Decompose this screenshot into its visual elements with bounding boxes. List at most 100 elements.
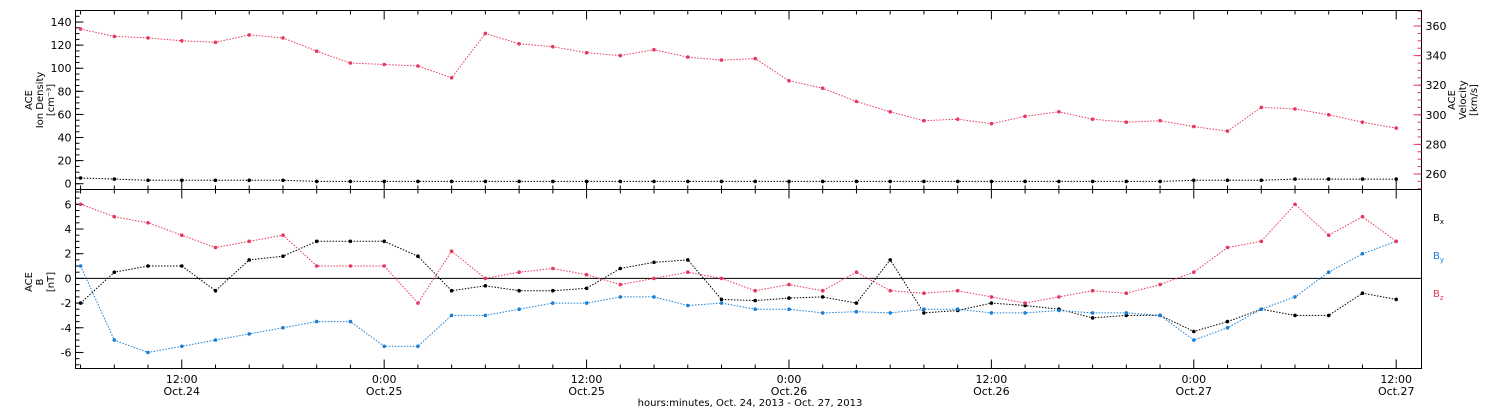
by-point — [1225, 326, 1230, 330]
legend-bx-main: B — [1433, 213, 1440, 224]
velocity-point — [1158, 118, 1162, 123]
x-tick-time-label: 12:00 — [976, 373, 1008, 386]
velocity-point — [686, 55, 690, 59]
ion-density-point — [652, 179, 656, 184]
magnetic-field-axis-tick-label: 2 — [65, 248, 72, 261]
ion-density-point — [1360, 177, 1365, 181]
by-point — [989, 311, 994, 315]
bz-point — [551, 266, 555, 271]
bz-point — [1023, 301, 1027, 305]
velocity-point — [551, 44, 555, 49]
bz-point — [719, 276, 724, 281]
ion-density-point — [1394, 177, 1398, 181]
by-point — [112, 338, 117, 342]
velocity-point — [78, 27, 83, 31]
velocity-point — [1360, 120, 1365, 124]
x-tick-time-label: 12:00 — [1380, 373, 1412, 386]
bx-point — [146, 264, 150, 268]
velocity-point — [989, 121, 994, 126]
velocity-axis-title: ACE Velocity [km/s] — [1447, 80, 1480, 119]
bz-point — [652, 276, 656, 281]
velocity-point — [314, 49, 319, 53]
velocity-axis-title-line-1: ACE — [1447, 90, 1458, 110]
velocity-point — [955, 117, 960, 121]
velocity-point — [1057, 110, 1061, 114]
velocity-point — [1293, 107, 1297, 111]
velocity-point — [1225, 129, 1230, 133]
bz-point — [146, 221, 150, 225]
by-point — [314, 319, 319, 324]
by-point — [416, 344, 420, 349]
velocity-point — [1326, 113, 1331, 117]
by-point — [247, 332, 251, 336]
bz-point — [517, 270, 521, 275]
velocity-point — [483, 31, 488, 36]
bz-point — [753, 288, 757, 293]
ion-density-point — [146, 178, 150, 183]
ion-density-point — [989, 179, 994, 184]
magnetic-field-axis-tick-label: -4 — [61, 322, 72, 335]
bx-point — [348, 239, 353, 244]
velocity-point — [922, 118, 926, 123]
ion-density-point — [348, 179, 353, 184]
by-point — [652, 295, 656, 299]
bz-point — [1225, 245, 1230, 250]
bx-point — [517, 288, 521, 293]
density-velocity-series — [78, 27, 1398, 184]
by-point — [146, 350, 150, 355]
ion-density-point — [686, 179, 690, 184]
velocity-point — [618, 53, 623, 58]
ion-density-point — [584, 179, 589, 184]
bx-point — [922, 311, 926, 315]
bx-point — [449, 288, 454, 293]
by-point — [787, 307, 791, 312]
bx-point — [281, 254, 285, 258]
bz-point — [348, 264, 353, 268]
velocity-point — [112, 34, 117, 39]
bz-point — [1259, 239, 1264, 244]
bz-point — [1090, 288, 1095, 293]
velocity-axis-title-line-3: [km/s] — [1469, 84, 1480, 116]
velocity-point — [180, 39, 184, 43]
bx-point — [1192, 329, 1196, 334]
bz-point — [686, 270, 690, 275]
legend: Bx By Bz — [1433, 213, 1444, 302]
bx-point — [1090, 316, 1095, 320]
by-point — [551, 301, 555, 305]
by-point — [348, 319, 353, 324]
ion-density-point — [618, 179, 623, 184]
velocity-point — [449, 76, 454, 80]
ion-density-point — [551, 179, 555, 184]
bz-point — [820, 288, 825, 293]
ion-density-point — [888, 179, 892, 184]
by-point — [1360, 251, 1365, 256]
ion-density-point — [1158, 179, 1162, 184]
velocity-point — [348, 61, 353, 65]
magnetic-field-axis-tick-label: -6 — [61, 346, 72, 359]
legend-by-sub: y — [1440, 256, 1444, 264]
by-point — [1192, 338, 1196, 342]
by-point — [888, 311, 892, 315]
bz-point — [314, 264, 319, 268]
ion-density-point — [1124, 179, 1129, 184]
bz-point — [1360, 214, 1365, 219]
density-axis-tick-label: 80 — [58, 85, 72, 98]
by-point — [78, 264, 83, 268]
x-tick-day-label: Oct.25 — [568, 385, 605, 398]
ion-density-point — [1090, 179, 1095, 184]
bx-point — [213, 288, 218, 293]
x-tick-time-label: 12:00 — [166, 373, 198, 386]
by-point — [1326, 270, 1331, 275]
velocity-point — [1124, 120, 1129, 124]
velocity-point — [1023, 114, 1027, 119]
ion-density-point — [1057, 179, 1061, 184]
density-axis-tick-label: 40 — [58, 132, 72, 145]
bz-point — [213, 245, 218, 250]
time-axis: 12:00Oct.240:00Oct.2512:00Oct.250:00Oct.… — [80, 189, 1414, 398]
ion-density-point — [854, 179, 859, 184]
magnetic-field-axis-title: ACE B [nT] — [24, 272, 57, 292]
velocity-point — [888, 110, 892, 114]
by-point — [449, 313, 454, 318]
x-tick-day-label: Oct.26 — [973, 385, 1010, 398]
